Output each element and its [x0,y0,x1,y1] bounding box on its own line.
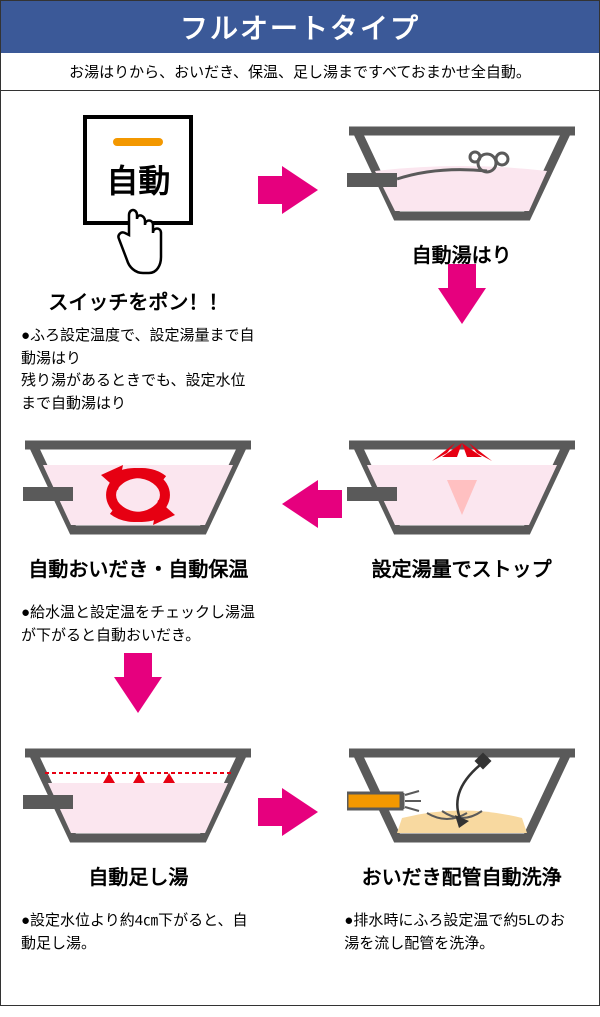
arrow-right-icon [282,788,318,836]
step-6-desc: ●排水時にふろ設定温で約5Lのお湯を流し配管を洗浄。 [334,910,589,955]
step-4-reheat: 自動おいだき・自動保温 [11,425,266,582]
button-text: 自動 [106,156,170,202]
arrow-down-icon [438,288,486,324]
step-3-label: 設定湯量でストップ [334,553,589,582]
step-3-stop: 設定湯量でストップ [334,425,589,582]
step-2-fill: 自動湯はり [334,111,589,268]
step-1-label: スイッチをポン！！ [11,286,266,315]
header-title: フルオートタイプ [1,1,599,53]
step-4-desc: ●給水温と設定温をチェックし湯温が下がると自動おいだき。 [11,602,266,647]
step-6-clean: おいだき配管自動洗浄 [334,733,589,890]
step-6-label: おいだき配管自動洗浄 [334,861,589,890]
step-1-switch: 自動 [11,115,266,265]
header-subtitle: お湯はりから、おいだき、保温、足し湯まですべておまかせ全自動。 [1,53,599,91]
step-1-desc: ●ふろ設定温度で、設定湯量まで自動湯はり 残り湯があるときでも、設定水位まで自動… [11,325,266,415]
step-5-addwater: 自動足し湯 [11,733,266,890]
led-icon [113,138,163,146]
step-4-label: 自動おいだき・自動保温 [11,553,266,582]
flow-diagram: 自動 自動湯はり [1,91,599,985]
arrow-right-icon [282,166,318,214]
arrow-down-icon [114,677,162,713]
hand-icon [113,205,163,275]
step-1-text: スイッチをポン！！ ●ふろ設定温度で、設定湯量まで自動湯はり 残り湯があるときで… [11,278,266,415]
step-5-label: 自動足し湯 [11,861,266,890]
arrow-left-icon [282,480,318,528]
step-5-desc: ●設定水位より約4㎝下がると、自動足し湯。 [11,910,266,955]
